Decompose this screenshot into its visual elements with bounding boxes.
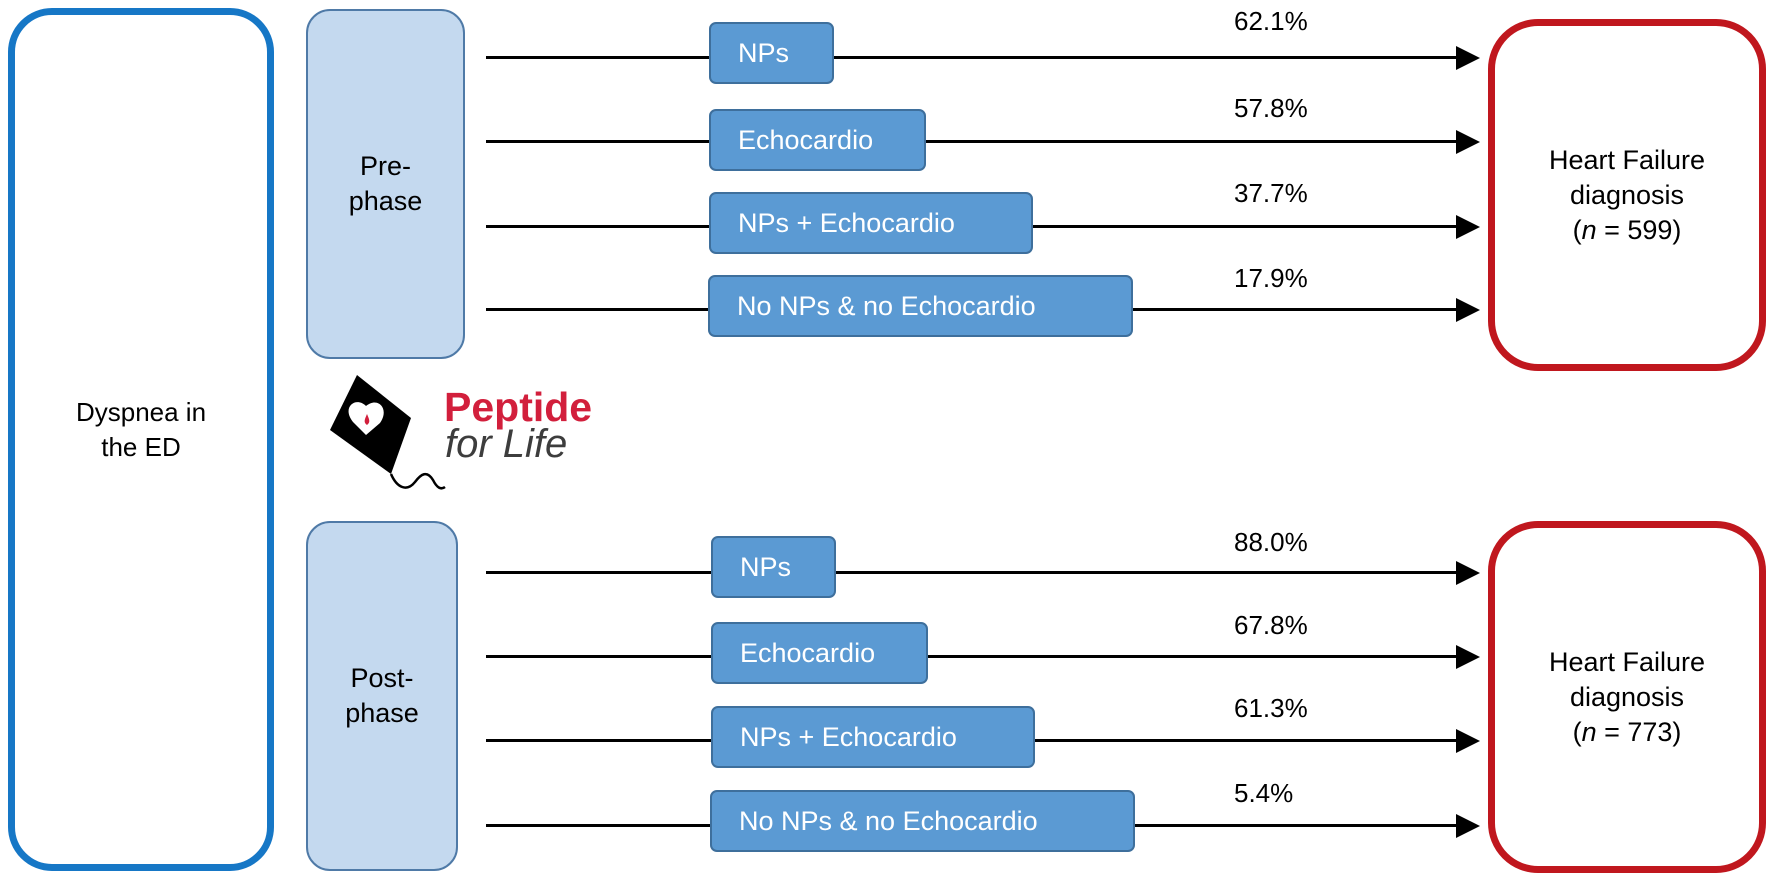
pre-row-1-method-label: NPs (738, 37, 790, 68)
pre-row-2-method-label: Echocardio (738, 124, 874, 155)
post-row-3-percent: 61.3% (1234, 693, 1308, 723)
post-row-1-arrow-line (486, 571, 1456, 574)
post-row-2-method-box: Echocardio (711, 622, 928, 684)
outcome-pre-n-prefix: ( (1572, 214, 1582, 245)
post-row-1-method-label: NPs (740, 551, 792, 582)
pre-row-2-arrow-line (486, 140, 1456, 143)
outcome-label-pre: Heart Failure diagnosis (n = 599) (1549, 143, 1705, 248)
outcome-pre-line-1: Heart Failure (1548, 144, 1706, 175)
post-row-2-arrowhead-icon (1456, 645, 1480, 669)
pre-row-3-arrowhead-icon (1456, 215, 1480, 239)
post-row-2-arrow-line (486, 655, 1456, 658)
post-row-1-arrowhead-icon (1456, 561, 1480, 585)
outcome-post-line-1: Heart Failure (1548, 646, 1706, 677)
start-node-dyspnea: Dyspnea in the ED (8, 8, 274, 871)
outcome-post-n-prefix: ( (1572, 716, 1582, 747)
post-phase-label: Post- phase (345, 661, 419, 731)
pre-row-3-method-label: NPs + Echocardio (738, 207, 955, 238)
post-row-3-arrowhead-icon (1456, 729, 1480, 753)
outcome-post-n-count: = 773) (1596, 716, 1682, 747)
start-node-label: Dyspnea in the ED (76, 395, 206, 485)
start-label-line-1: Dyspnea in (75, 396, 207, 427)
outcome-box-post: Heart Failure diagnosis (n = 773) (1488, 521, 1766, 873)
pre-row-1-arrowhead-icon (1456, 46, 1480, 70)
pre-row-4-arrowhead-icon (1456, 298, 1480, 322)
post-phase-label-line-1: Post- (350, 663, 414, 693)
outcome-pre-n-count: = 599) (1596, 214, 1682, 245)
start-label-line-2: the ED (101, 431, 181, 462)
post-row-4-method-box: No NPs & no Echocardio (710, 790, 1135, 852)
pre-row-2-percent: 57.8% (1234, 93, 1308, 123)
pre-row-1-arrow-line (486, 56, 1456, 59)
post-phase-box: Post- phase (306, 521, 458, 871)
post-row-2-method-label: Echocardio (740, 637, 876, 668)
outcome-pre-line-2: diagnosis (1569, 179, 1685, 210)
outcome-pre-n-var: n (1581, 214, 1597, 245)
pre-row-1-percent: 62.1% (1234, 6, 1308, 36)
outcome-post-n-var: n (1581, 716, 1597, 747)
pre-phase-box: Pre- phase (306, 9, 465, 359)
post-row-4-method-label: No NPs & no Echocardio (739, 805, 1038, 836)
post-row-1-percent: 88.0% (1234, 527, 1308, 557)
post-row-2-percent: 67.8% (1234, 610, 1308, 640)
pre-row-4-method-box: No NPs & no Echocardio (708, 275, 1133, 337)
logo-text-line-2: for Life (445, 422, 568, 466)
pre-phase-label-line-2: phase (348, 186, 423, 216)
pre-row-4-percent: 17.9% (1234, 263, 1308, 293)
pre-row-3-percent: 37.7% (1234, 178, 1308, 208)
post-row-4-percent: 5.4% (1234, 778, 1294, 808)
outcome-box-pre: Heart Failure diagnosis (n = 599) (1488, 19, 1766, 371)
outcome-post-line-2: diagnosis (1569, 681, 1685, 712)
logo-text-line-1: Peptide (444, 384, 593, 430)
pre-row-4-method-label: No NPs & no Echocardio (737, 290, 1036, 321)
outcome-label-post: Heart Failure diagnosis (n = 773) (1549, 645, 1705, 750)
kite-heart-icon (330, 375, 446, 490)
pre-row-1-method-box: NPs (709, 22, 834, 84)
post-row-4-arrowhead-icon (1456, 814, 1480, 838)
peptide-for-life-logo: Peptide for Life (327, 372, 627, 502)
post-phase-label-line-2: phase (345, 698, 419, 728)
post-row-3-method-label: NPs + Echocardio (740, 721, 957, 752)
pre-phase-label: Pre- phase (349, 149, 423, 219)
pre-row-2-method-box: Echocardio (709, 109, 926, 171)
post-row-1-method-box: NPs (711, 536, 836, 598)
pre-row-2-arrowhead-icon (1456, 130, 1480, 154)
pre-row-3-method-box: NPs + Echocardio (709, 192, 1033, 254)
pre-phase-label-line-1: Pre- (359, 151, 411, 181)
post-row-3-method-box: NPs + Echocardio (711, 706, 1035, 768)
